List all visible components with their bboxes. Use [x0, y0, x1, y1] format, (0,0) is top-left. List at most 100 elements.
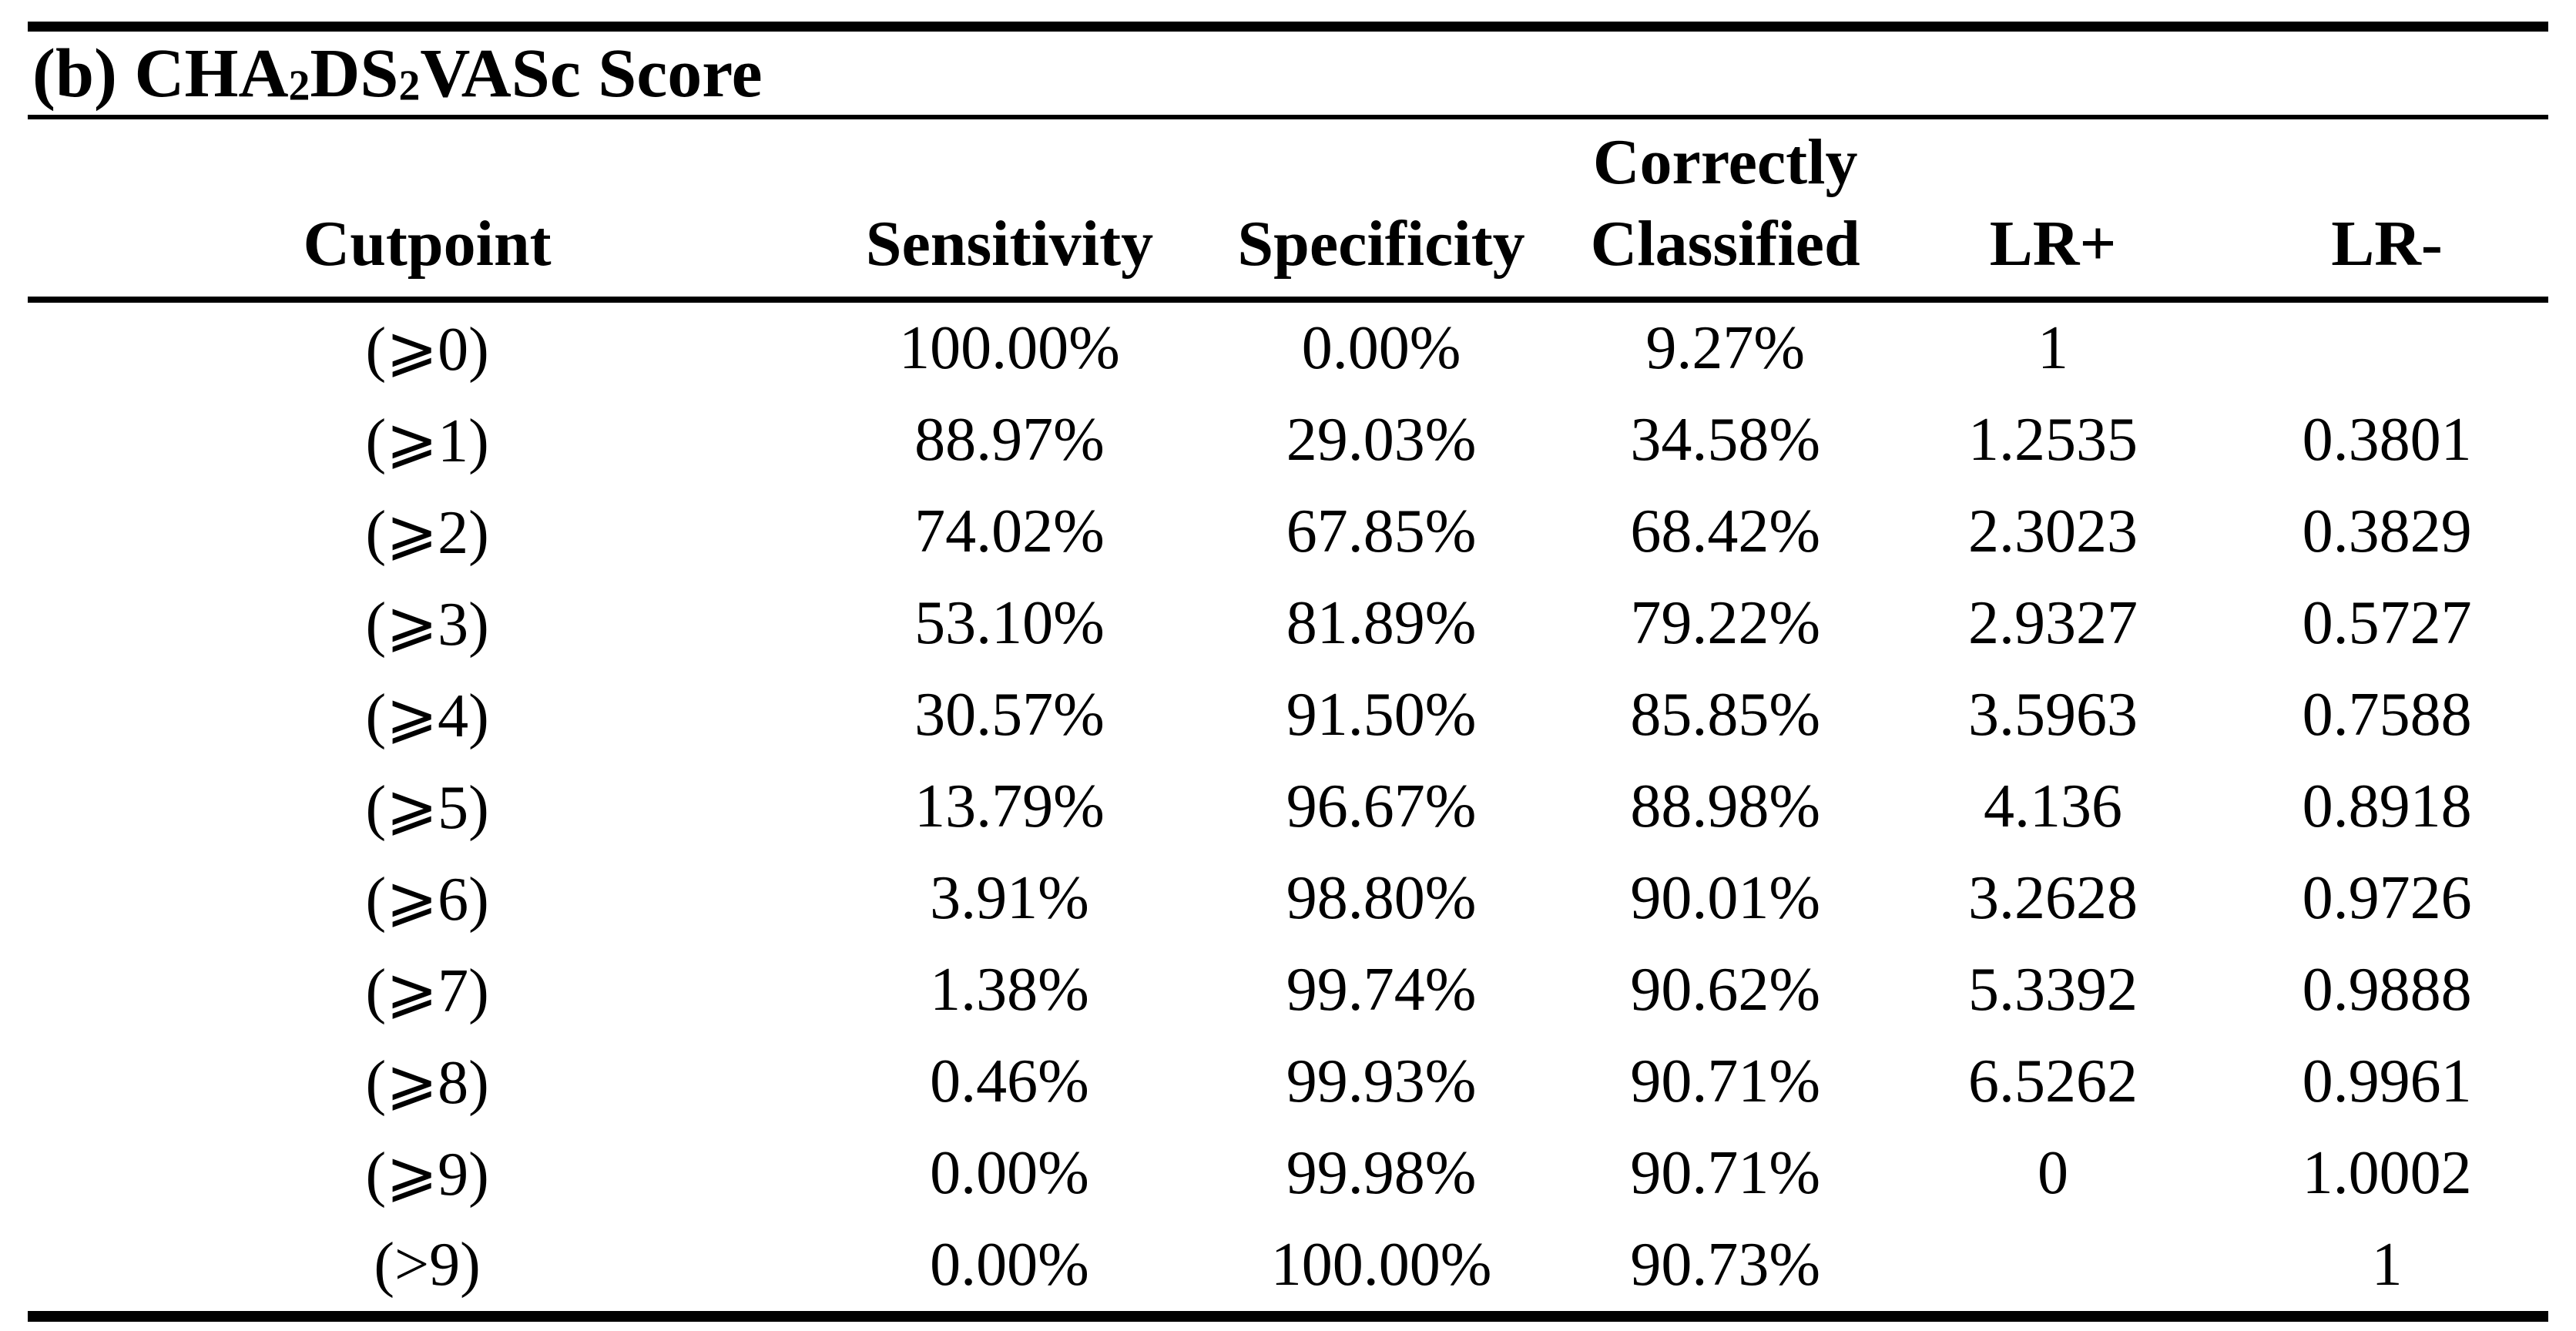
title-separator-rule — [28, 115, 2548, 119]
cell-specificity: 67.85% — [1286, 498, 1477, 565]
panel-title-text: (b) CHA — [32, 35, 289, 112]
cutpoint-stats-table: Cutpoint Sensitivity Specificity Correct… — [28, 119, 2548, 1311]
panel-title-text-mid: DS — [310, 35, 399, 112]
cell-sensitivity: 74.02% — [914, 498, 1105, 565]
table-row: (⩾6) 3.91% 98.80% 90.01% 3.2628 0.9726 — [28, 853, 2548, 944]
cell-cutpoint: (⩾5) — [365, 773, 489, 842]
cell-sensitivity: 53.10% — [914, 589, 1105, 657]
cell-lr-minus — [2225, 300, 2548, 394]
cell-lr-minus: 0.5727 — [2302, 589, 2472, 657]
header-cutpoint-line2: Cutpoint — [303, 208, 552, 280]
cell-lr-plus: 4.136 — [1984, 773, 2123, 840]
cell-specificity: 98.80% — [1286, 864, 1477, 932]
cell-lr-plus: 0 — [2038, 1139, 2069, 1207]
cell-correctly-classified: 68.42% — [1630, 498, 1820, 565]
cell-lr-minus: 0.3801 — [2302, 406, 2472, 474]
header-correctly-classified-line1: Correctly — [1592, 126, 1858, 198]
table-bottom-rule — [28, 1311, 2548, 1322]
cell-sensitivity: 13.79% — [914, 773, 1105, 840]
cell-lr-plus — [1880, 1219, 2225, 1311]
cell-lr-plus: 5.3392 — [1968, 956, 2138, 1024]
panel-title: (b) CHA2DS2VASc Score — [28, 32, 2548, 115]
cell-lr-minus: 0.8918 — [2302, 773, 2472, 840]
cell-lr-minus: 0.9726 — [2302, 864, 2472, 932]
table-row: (⩾5) 13.79% 96.67% 88.98% 4.136 0.8918 — [28, 761, 2548, 853]
cell-correctly-classified: 90.73% — [1630, 1231, 1820, 1299]
header-specificity: Specificity — [1192, 119, 1571, 303]
table-row: (>9) 0.00% 100.00% 90.73% 1 — [28, 1219, 2548, 1311]
header-cutpoint: Cutpoint — [28, 119, 827, 303]
header-lr-minus: LR- — [2225, 119, 2548, 303]
cell-cutpoint: (>9) — [374, 1231, 481, 1299]
cell-correctly-classified: 90.01% — [1630, 864, 1820, 932]
cell-sensitivity: 100.00% — [899, 314, 1120, 382]
cell-lr-plus: 2.9327 — [1968, 589, 2138, 657]
cell-correctly-classified: 90.71% — [1630, 1048, 1820, 1115]
table-row: (⩾0) 100.00% 0.00% 9.27% 1 — [28, 300, 2548, 394]
header-sensitivity: Sensitivity — [827, 119, 1192, 303]
cell-cutpoint: (⩾9) — [365, 1140, 489, 1209]
cell-lr-minus: 0.9961 — [2302, 1048, 2472, 1115]
cell-cutpoint: (⩾3) — [365, 590, 489, 659]
header-correctly-classified: Correctly Classified — [1570, 119, 1880, 303]
header-lr-minus-line2: LR- — [2331, 208, 2443, 280]
table-row: (⩾8) 0.46% 99.93% 90.71% 6.5262 0.9961 — [28, 1036, 2548, 1128]
cell-lr-minus: 1.0002 — [2302, 1139, 2472, 1207]
header-specificity-line2: Specificity — [1237, 208, 1525, 280]
cell-lr-plus: 1 — [2038, 314, 2069, 382]
cell-correctly-classified: 88.98% — [1630, 773, 1820, 840]
cell-lr-plus: 3.2628 — [1968, 864, 2138, 932]
table-header-row: Cutpoint Sensitivity Specificity Correct… — [28, 119, 2548, 303]
panel-title-text-suffix: VASc Score — [420, 35, 763, 112]
cell-sensitivity: 3.91% — [930, 864, 1089, 932]
cell-cutpoint: (⩾1) — [365, 407, 489, 475]
cell-specificity: 81.89% — [1286, 589, 1477, 657]
cell-correctly-classified: 90.71% — [1630, 1139, 1820, 1207]
cell-specificity: 29.03% — [1286, 406, 1477, 474]
cell-correctly-classified: 90.62% — [1630, 956, 1820, 1024]
table-row: (⩾4) 30.57% 91.50% 85.85% 3.5963 0.7588 — [28, 669, 2548, 761]
cell-cutpoint: (⩾8) — [365, 1048, 489, 1117]
cell-correctly-classified: 85.85% — [1630, 681, 1820, 749]
cell-lr-minus: 0.9888 — [2302, 956, 2472, 1024]
cell-correctly-classified: 79.22% — [1630, 589, 1820, 657]
table-row: (⩾9) 0.00% 99.98% 90.71% 0 1.0002 — [28, 1128, 2548, 1219]
header-lr-plus: LR+ — [1880, 119, 2226, 303]
cell-correctly-classified: 34.58% — [1630, 406, 1820, 474]
cell-sensitivity: 0.00% — [930, 1139, 1089, 1207]
table-row: (⩾7) 1.38% 99.74% 90.62% 5.3392 0.9888 — [28, 944, 2548, 1036]
cell-sensitivity: 30.57% — [914, 681, 1105, 749]
cell-specificity: 99.74% — [1286, 956, 1477, 1024]
cell-cutpoint: (⩾6) — [365, 865, 489, 934]
table-header: Cutpoint Sensitivity Specificity Correct… — [28, 119, 2548, 303]
table-body: (⩾0) 100.00% 0.00% 9.27% 1 (⩾1) 88.97% 29.03% 34… — [28, 300, 2548, 1311]
cell-lr-minus: 1 — [2371, 1231, 2403, 1299]
cell-cutpoint: (⩾7) — [365, 957, 489, 1025]
header-correctly-classified-line2: Classified — [1590, 208, 1860, 280]
cell-lr-minus: 0.3829 — [2302, 498, 2472, 565]
cell-lr-plus: 6.5262 — [1968, 1048, 2138, 1115]
cell-lr-plus: 2.3023 — [1968, 498, 2138, 565]
cell-specificity: 100.00% — [1270, 1231, 1492, 1299]
cell-sensitivity: 0.46% — [930, 1048, 1089, 1115]
header-sensitivity-line2: Sensitivity — [865, 208, 1154, 280]
cell-cutpoint: (⩾2) — [365, 498, 489, 567]
cell-cutpoint: (⩾4) — [365, 682, 489, 750]
table-row: (⩾2) 74.02% 67.85% 68.42% 2.3023 0.3829 — [28, 486, 2548, 578]
table-top-rule — [28, 22, 2548, 32]
cell-specificity: 0.00% — [1301, 314, 1461, 382]
table-row: (⩾3) 53.10% 81.89% 79.22% 2.9327 0.5727 — [28, 578, 2548, 669]
cell-specificity: 96.67% — [1286, 773, 1477, 840]
cell-specificity: 99.98% — [1286, 1139, 1477, 1207]
cell-sensitivity: 1.38% — [930, 956, 1089, 1024]
cell-sensitivity: 88.97% — [914, 406, 1105, 474]
cell-specificity: 91.50% — [1286, 681, 1477, 749]
header-lr-plus-line2: LR+ — [1989, 208, 2117, 280]
table-row: (⩾1) 88.97% 29.03% 34.58% 1.2535 0.3801 — [28, 394, 2548, 486]
cell-lr-minus: 0.7588 — [2302, 681, 2472, 749]
panel-title-subscript-1: 2 — [288, 62, 310, 110]
cell-lr-plus: 1.2535 — [1968, 406, 2138, 474]
cell-sensitivity: 0.00% — [930, 1231, 1089, 1299]
panel-title-subscript-2: 2 — [398, 62, 421, 110]
